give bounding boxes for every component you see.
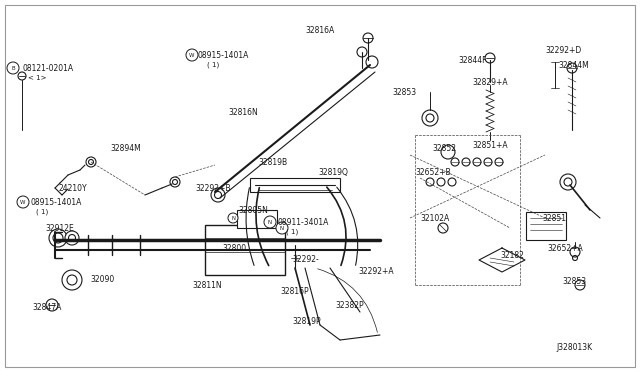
Circle shape [86, 157, 96, 167]
Text: 32847A: 32847A [32, 304, 61, 312]
Text: 32894M: 32894M [110, 144, 141, 153]
Text: J328013K: J328013K [556, 343, 592, 353]
Circle shape [357, 47, 367, 57]
Text: 08915-1401A: 08915-1401A [198, 51, 250, 60]
Circle shape [485, 53, 495, 63]
Text: ( 1): ( 1) [36, 209, 48, 215]
Text: 32819Q: 32819Q [318, 167, 348, 176]
Text: 32800: 32800 [222, 244, 246, 253]
Bar [205, 225, 285, 275]
Circle shape [567, 63, 577, 73]
Circle shape [170, 177, 180, 187]
Text: 32805N: 32805N [238, 205, 268, 215]
Circle shape [18, 72, 26, 80]
Circle shape [46, 299, 58, 311]
Text: 08121-0201A: 08121-0201A [22, 64, 73, 73]
Text: ( 1): ( 1) [286, 229, 298, 235]
Text: W: W [20, 199, 26, 205]
Text: 32382P: 32382P [335, 301, 364, 310]
Text: N: N [268, 219, 272, 224]
Circle shape [441, 145, 455, 159]
Text: N: N [231, 215, 235, 221]
Circle shape [473, 158, 481, 166]
Text: 32851+A: 32851+A [472, 141, 508, 150]
Text: 32853: 32853 [392, 87, 416, 96]
Circle shape [264, 216, 276, 228]
Circle shape [62, 270, 82, 290]
Circle shape [7, 62, 19, 74]
Text: 32816P: 32816P [280, 288, 308, 296]
Text: < 1>: < 1> [28, 75, 47, 81]
Text: 32182: 32182 [500, 250, 524, 260]
Circle shape [363, 33, 373, 43]
Bar [526, 212, 566, 240]
Text: 32844M: 32844M [558, 61, 589, 70]
Text: 08915-1401A: 08915-1401A [30, 198, 81, 206]
Text: 32090: 32090 [90, 276, 115, 285]
Text: 32292-: 32292- [292, 256, 319, 264]
Circle shape [438, 223, 448, 233]
Text: B: B [11, 65, 15, 71]
Circle shape [276, 222, 288, 234]
Circle shape [570, 247, 580, 257]
Text: 32912E: 32912E [45, 224, 74, 232]
Circle shape [366, 56, 378, 68]
Text: 32853: 32853 [562, 278, 586, 286]
Text: 32292+B: 32292+B [195, 183, 230, 192]
Text: 24210Y: 24210Y [58, 183, 86, 192]
Circle shape [228, 213, 238, 223]
Text: 32829+A: 32829+A [472, 77, 508, 87]
Circle shape [17, 196, 29, 208]
Circle shape [575, 280, 585, 290]
Circle shape [462, 158, 470, 166]
Text: 32102A: 32102A [420, 214, 449, 222]
Text: 32292+A: 32292+A [358, 267, 394, 276]
Circle shape [211, 188, 225, 202]
Text: 32851: 32851 [542, 214, 566, 222]
Circle shape [49, 229, 67, 247]
Bar [250, 178, 340, 192]
Text: 32292+D: 32292+D [545, 45, 581, 55]
Text: 08911-3401A: 08911-3401A [278, 218, 330, 227]
Circle shape [186, 49, 198, 61]
Text: 32819P: 32819P [292, 317, 321, 327]
Circle shape [495, 158, 503, 166]
Circle shape [437, 178, 445, 186]
Text: 32819B: 32819B [258, 157, 287, 167]
Text: 32652+B: 32652+B [415, 167, 451, 176]
Circle shape [484, 158, 492, 166]
Text: ( 1): ( 1) [207, 62, 220, 68]
Text: 32852: 32852 [432, 144, 456, 153]
Text: 32816A: 32816A [305, 26, 334, 35]
Circle shape [65, 231, 79, 245]
Circle shape [451, 158, 459, 166]
Circle shape [426, 178, 434, 186]
Bar [237, 210, 277, 228]
Text: 32811N: 32811N [192, 280, 221, 289]
Text: 32816N: 32816N [228, 108, 258, 116]
Text: 32844F: 32844F [458, 55, 486, 64]
Text: W: W [189, 52, 195, 58]
Circle shape [422, 110, 438, 126]
Circle shape [560, 174, 576, 190]
Text: 32652+A: 32652+A [547, 244, 583, 253]
Circle shape [448, 178, 456, 186]
Text: N: N [280, 225, 284, 231]
